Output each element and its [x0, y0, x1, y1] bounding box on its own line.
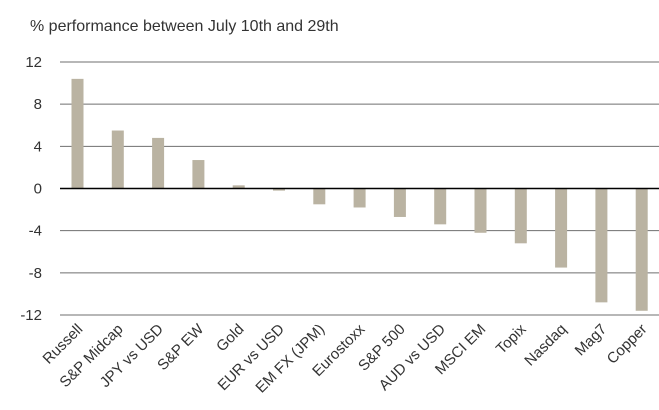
x-category-label: Nasdaq	[521, 321, 570, 370]
bar	[514, 188, 527, 244]
bar	[152, 137, 165, 189]
x-category-label: Topix	[493, 320, 530, 357]
y-tick-label: 4	[34, 138, 42, 155]
chart-title: % performance between July 10th and 29th	[30, 18, 339, 35]
bar	[353, 188, 366, 208]
y-tick-label: -8	[29, 265, 42, 282]
x-category-label: Copper	[604, 321, 651, 368]
bar	[595, 188, 608, 303]
bar	[635, 188, 648, 311]
bar	[434, 188, 447, 225]
y-tick-label: 0	[34, 181, 42, 198]
bar	[71, 78, 84, 189]
y-tick-label: -4	[29, 223, 42, 240]
bar	[555, 188, 568, 268]
bar	[313, 188, 326, 205]
bar	[474, 188, 487, 233]
y-axis-tick-labels: 12 8 4 0 -4 -8 -12	[20, 54, 42, 324]
bar	[111, 130, 124, 189]
bar	[393, 188, 406, 217]
bar	[273, 188, 285, 191]
bars	[71, 78, 648, 311]
y-tick-label: 12	[25, 54, 42, 71]
y-tick-label: -12	[20, 307, 42, 324]
x-category-label: Gold	[213, 321, 247, 355]
bar	[232, 185, 245, 189]
y-tick-label: 8	[34, 96, 42, 113]
bar	[192, 160, 205, 189]
